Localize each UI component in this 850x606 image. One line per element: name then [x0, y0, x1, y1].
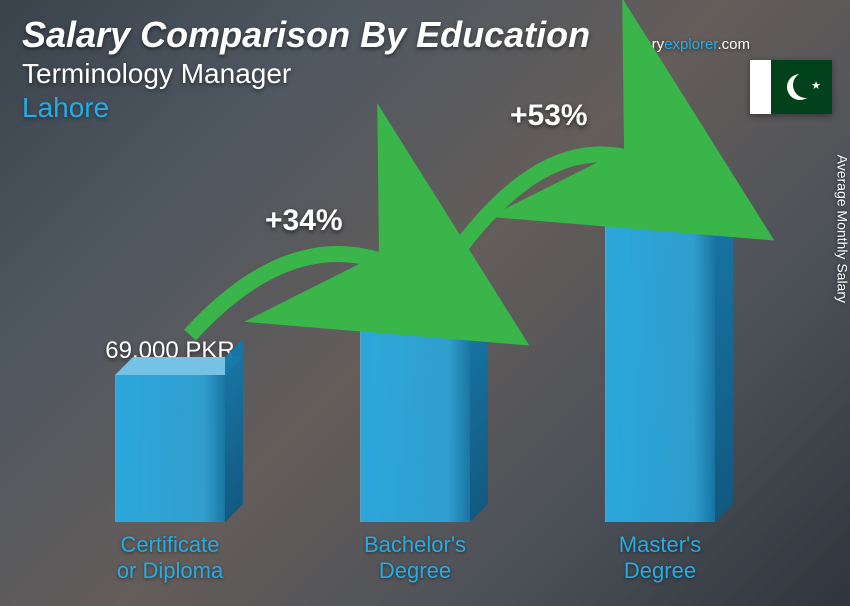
- bar: [605, 219, 715, 522]
- flag-star-icon: ★: [811, 79, 821, 92]
- flag-field-green: ★: [771, 60, 833, 114]
- header: Salary Comparison By Education Terminolo…: [22, 14, 590, 124]
- location: Lahore: [22, 92, 590, 124]
- attribution: salaryexplorer.com: [624, 36, 750, 53]
- bar-front: [115, 375, 225, 522]
- bar-category-label: Master'sDegree: [619, 532, 701, 586]
- attribution-pre: salary: [624, 36, 664, 53]
- increment-pct-2: +53%: [510, 99, 588, 133]
- bar-group: 142,000 PKRMaster'sDegree: [580, 181, 740, 586]
- bar-category-label: Certificateor Diploma: [117, 532, 223, 586]
- attribution-post: .com: [717, 36, 750, 53]
- y-axis-label: Average Monthly Salary: [834, 155, 850, 303]
- chart-title: Salary Comparison By Education: [22, 14, 590, 56]
- bar-group: 69,000 PKRCertificateor Diploma: [90, 337, 250, 586]
- attribution-mid: explorer: [664, 36, 717, 53]
- bar-side: [715, 183, 733, 522]
- bar-front: [360, 324, 470, 522]
- bar-front: [605, 219, 715, 522]
- bar: [360, 324, 470, 522]
- flag-crescent-icon: [787, 74, 813, 100]
- bar-lid: [605, 201, 733, 219]
- country-flag: ★: [750, 60, 832, 114]
- job-title: Terminology Manager: [22, 58, 590, 90]
- bar-side: [225, 339, 243, 522]
- bar-category-label: Bachelor'sDegree: [364, 532, 466, 586]
- increment-pct-1: +34%: [265, 204, 343, 238]
- bar-chart: 69,000 PKRCertificateor Diploma 92,700 PK…: [90, 156, 740, 586]
- flag-stripe-white: [750, 60, 771, 114]
- bar-lid: [115, 357, 243, 375]
- bar-side: [470, 288, 488, 522]
- bar-group: 92,700 PKRBachelor'sDegree: [335, 286, 495, 586]
- bar-lid: [360, 306, 488, 324]
- bar: [115, 375, 225, 522]
